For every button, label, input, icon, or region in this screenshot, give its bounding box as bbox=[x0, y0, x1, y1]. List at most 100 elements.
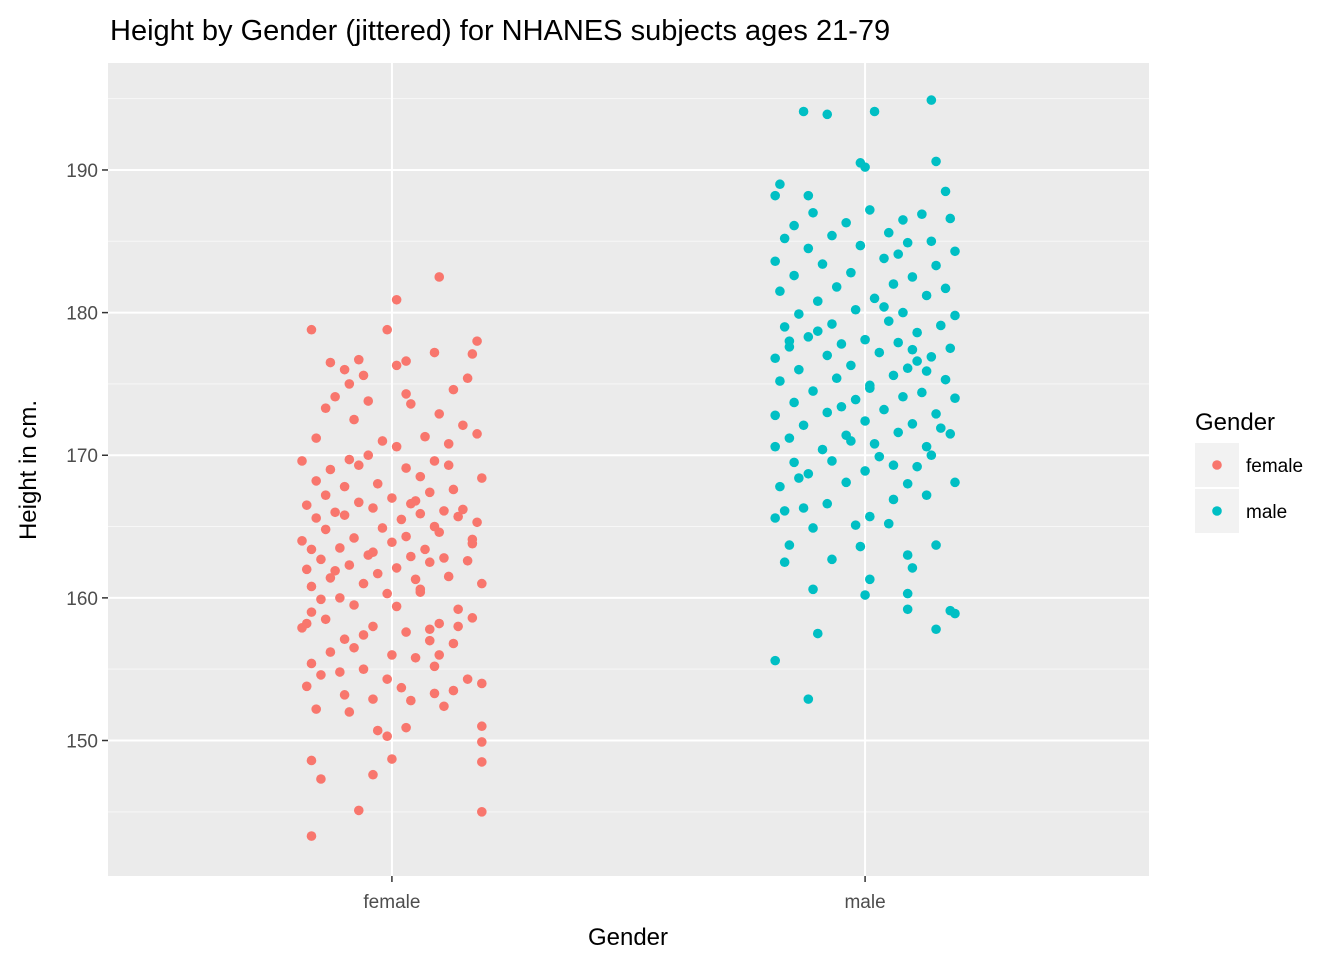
data-point-male bbox=[775, 179, 785, 190]
data-point-male bbox=[855, 541, 866, 552]
data-point-female bbox=[372, 478, 383, 489]
data-point-male bbox=[907, 344, 918, 355]
data-point-female bbox=[415, 508, 426, 519]
x-axis-title: Gender bbox=[588, 924, 668, 951]
data-point-male bbox=[912, 356, 922, 366]
data-point-female bbox=[477, 737, 487, 747]
data-point-female bbox=[401, 463, 411, 473]
data-point-male bbox=[874, 451, 885, 462]
data-point-male bbox=[850, 394, 861, 405]
data-point-male bbox=[940, 186, 951, 197]
data-point-female bbox=[467, 613, 478, 623]
data-point-female bbox=[410, 574, 421, 585]
data-point-male bbox=[846, 436, 856, 446]
data-point-male bbox=[945, 429, 956, 439]
data-point-male bbox=[817, 444, 828, 455]
chart-title: Height by Gender (jittered) for NHANES s… bbox=[110, 15, 890, 47]
data-point-male bbox=[803, 468, 814, 479]
data-point-male bbox=[822, 498, 833, 509]
x-axis-ticks: female male bbox=[363, 876, 886, 913]
data-point-female bbox=[349, 600, 359, 610]
data-point-male bbox=[865, 511, 875, 522]
data-point-female bbox=[311, 704, 322, 714]
data-point-female bbox=[344, 379, 355, 389]
data-point-male bbox=[784, 336, 795, 346]
data-point-male bbox=[945, 605, 956, 616]
data-point-female bbox=[387, 537, 397, 548]
data-point-female bbox=[420, 431, 430, 442]
data-point-female bbox=[391, 601, 402, 612]
data-point-female bbox=[458, 420, 468, 431]
data-point-male bbox=[798, 106, 809, 117]
data-point-female bbox=[306, 755, 317, 766]
data-point-female bbox=[301, 681, 312, 692]
data-point-male bbox=[907, 419, 918, 429]
data-point-female bbox=[316, 774, 326, 784]
data-point-male bbox=[770, 353, 780, 364]
data-point-female bbox=[391, 563, 402, 573]
data-point-male bbox=[921, 490, 932, 500]
data-point-female bbox=[311, 513, 322, 523]
data-point-male bbox=[936, 423, 946, 433]
data-point-male bbox=[931, 409, 941, 419]
data-point-female bbox=[306, 324, 317, 335]
legend: Gender female male bbox=[1195, 409, 1303, 533]
data-point-female bbox=[320, 403, 331, 413]
data-point-male bbox=[888, 494, 899, 505]
data-point-male bbox=[931, 156, 941, 167]
data-point-male bbox=[803, 190, 814, 201]
data-point-male bbox=[893, 249, 904, 259]
data-point-male bbox=[831, 373, 842, 384]
data-point-male bbox=[888, 370, 899, 381]
data-point-male bbox=[794, 309, 804, 319]
data-point-female bbox=[396, 682, 407, 693]
data-point-female bbox=[335, 667, 345, 677]
data-point-female bbox=[424, 557, 435, 568]
data-point-male bbox=[865, 380, 875, 391]
data-point-female bbox=[368, 547, 378, 558]
data-point-female bbox=[377, 523, 388, 533]
data-point-male bbox=[902, 550, 913, 560]
data-point-male bbox=[846, 267, 856, 278]
data-point-male bbox=[846, 360, 856, 371]
data-point-male bbox=[912, 327, 922, 338]
data-point-male bbox=[893, 427, 904, 438]
data-point-male bbox=[860, 416, 870, 426]
data-point-female bbox=[368, 694, 378, 704]
data-point-female bbox=[410, 496, 421, 506]
data-point-female bbox=[368, 503, 378, 513]
data-point-female bbox=[311, 433, 322, 443]
data-point-male bbox=[827, 230, 837, 241]
data-point-female bbox=[401, 722, 411, 733]
data-point-female bbox=[330, 507, 340, 518]
data-point-male bbox=[893, 337, 904, 348]
data-point-male bbox=[869, 106, 880, 117]
data-point-male bbox=[841, 217, 851, 228]
data-point-male bbox=[789, 270, 799, 281]
data-point-female bbox=[434, 650, 445, 660]
data-point-male bbox=[855, 240, 866, 251]
data-point-female bbox=[401, 356, 411, 366]
data-point-female bbox=[415, 587, 426, 597]
data-point-female bbox=[353, 354, 364, 365]
data-point-female bbox=[382, 731, 392, 742]
data-point-female bbox=[453, 511, 463, 522]
data-point-male bbox=[898, 391, 908, 402]
data-point-male bbox=[902, 363, 913, 374]
data-point-male bbox=[940, 374, 951, 385]
data-point-male bbox=[926, 236, 937, 247]
data-point-male bbox=[883, 518, 894, 529]
data-point-female bbox=[439, 701, 449, 712]
data-point-female bbox=[434, 409, 445, 419]
data-point-female bbox=[387, 754, 397, 764]
data-point-female bbox=[335, 593, 345, 603]
data-point-female bbox=[391, 360, 402, 371]
data-point-male bbox=[879, 404, 889, 415]
data-point-male bbox=[770, 190, 780, 201]
data-point-male bbox=[808, 523, 818, 533]
data-point-male bbox=[945, 213, 956, 224]
data-point-male bbox=[850, 304, 861, 315]
data-point-female bbox=[401, 627, 411, 637]
data-point-male bbox=[888, 460, 899, 471]
data-point-male bbox=[917, 209, 927, 219]
